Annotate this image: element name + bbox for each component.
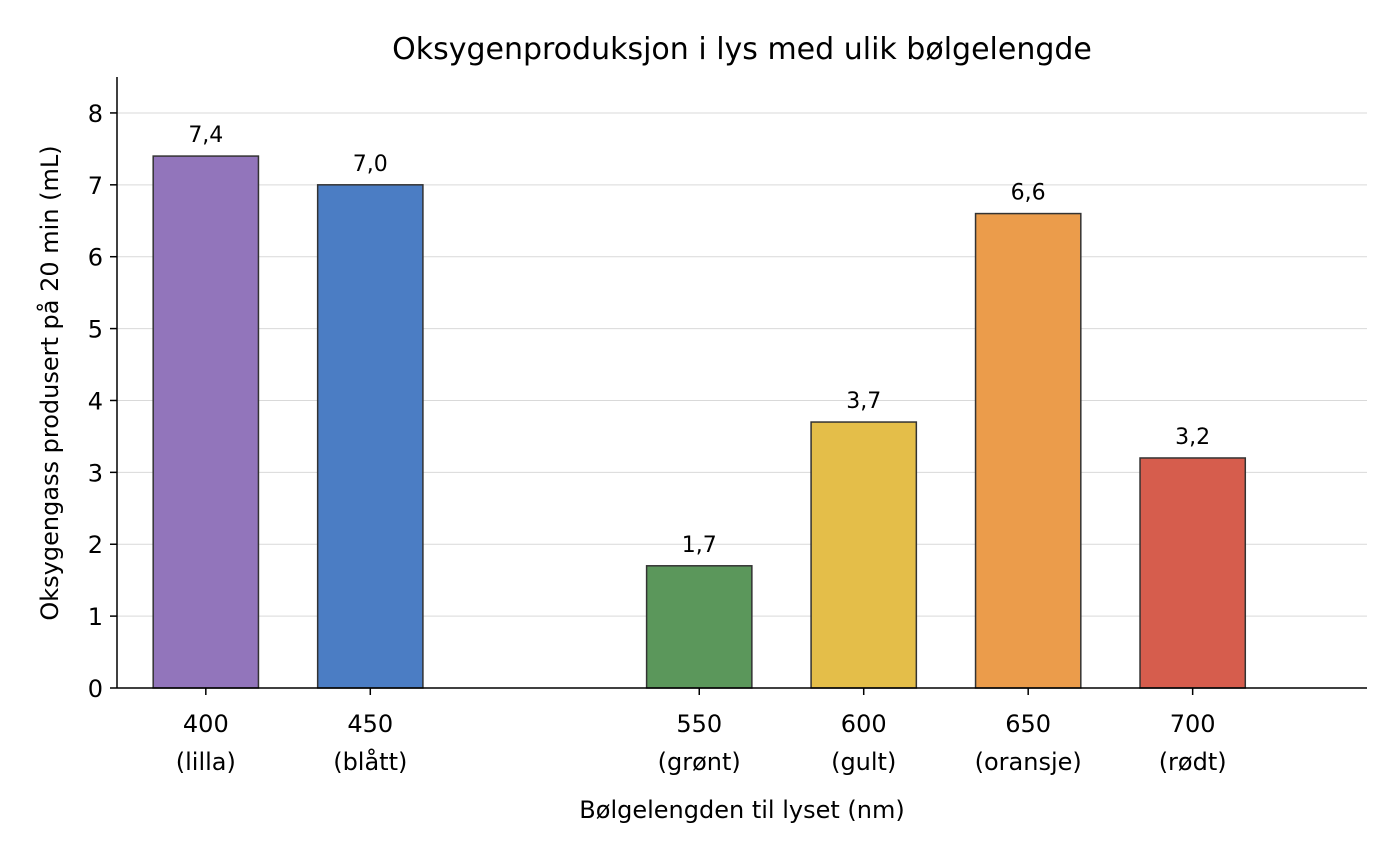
data-label-400: 7,4 xyxy=(188,123,223,148)
y-tick-label: 6 xyxy=(88,244,103,272)
x-tick-label: 650 xyxy=(1005,710,1051,738)
bar-550 xyxy=(645,565,753,689)
y-tick-label: 0 xyxy=(88,675,103,703)
data-label-450: 7,0 xyxy=(353,152,388,177)
x-tick-label: 450 xyxy=(347,710,393,738)
x-axis-ticks: 400 (lilla) 450 (blått) 550 (grønt) 600 (gult) 6… xyxy=(176,688,1227,776)
x-tick-label: 400 xyxy=(183,710,229,738)
y-axis-label: Oksygengass produsert på 20 min (mL) xyxy=(35,145,64,620)
bar-600 xyxy=(810,421,918,689)
data-label-700: 3,2 xyxy=(1175,425,1210,450)
bars xyxy=(152,155,1247,689)
y-tick-label: 2 xyxy=(88,531,103,559)
data-label-650: 6,6 xyxy=(1011,181,1046,206)
y-tick-label: 5 xyxy=(88,316,103,344)
x-tick-label: (gult) xyxy=(831,748,896,776)
x-tick-label: (oransje) xyxy=(975,748,1082,776)
y-tick-label: 3 xyxy=(88,459,103,487)
y-tick-label: 8 xyxy=(88,100,103,128)
y-tick-label: 1 xyxy=(88,603,103,631)
y-tick-label: 7 xyxy=(88,172,103,200)
y-axis-ticks: 0 1 2 3 4 5 6 7 8 xyxy=(88,100,117,703)
data-labels: 7,4 7,0 1,7 3,7 6,6 3,2 xyxy=(188,123,1210,558)
data-label-600: 3,7 xyxy=(846,389,881,414)
x-tick-label: (lilla) xyxy=(176,748,236,776)
y-tick-label: 4 xyxy=(88,387,103,415)
bar-650 xyxy=(974,212,1082,689)
chart-title: Oksygenproduksjon i lys med ulik bølgele… xyxy=(392,32,1092,67)
x-tick-label: (grønt) xyxy=(658,748,741,776)
x-tick-label: 600 xyxy=(841,710,887,738)
bar-400 xyxy=(152,155,260,689)
x-tick-label: (rødt) xyxy=(1159,748,1227,776)
x-tick-label: 700 xyxy=(1170,710,1216,738)
x-tick-label: (blått) xyxy=(333,747,407,776)
x-tick-label: 550 xyxy=(676,710,722,738)
bar-450 xyxy=(316,184,424,689)
x-axis-label: Bølgelengden til lyset (nm) xyxy=(579,796,904,824)
bar-700 xyxy=(1139,457,1247,689)
data-label-550: 1,7 xyxy=(682,533,717,558)
